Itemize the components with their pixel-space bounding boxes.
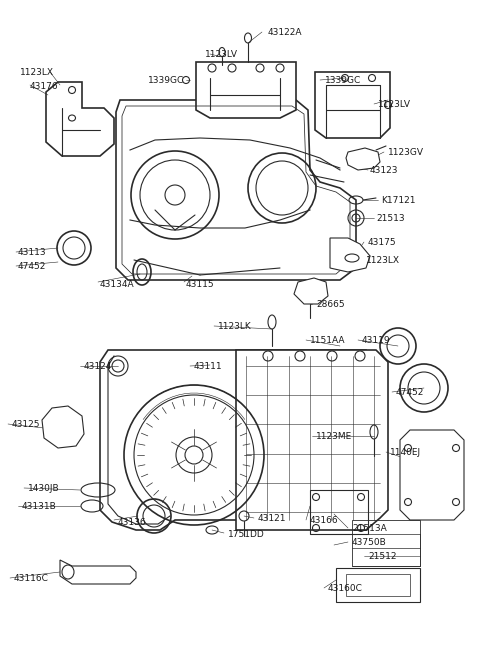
Text: 43116C: 43116C [14,574,49,583]
Polygon shape [315,72,390,138]
Text: 1123LV: 1123LV [378,100,411,109]
Text: 43111: 43111 [194,362,223,371]
Bar [352,520,420,566]
Text: 43136: 43136 [118,518,146,527]
Text: 43134A: 43134A [100,280,134,289]
Polygon shape [116,100,356,280]
Polygon shape [294,278,328,304]
Text: 1123LK: 1123LK [218,322,252,331]
Text: 43175: 43175 [368,238,396,247]
Text: 1123ME: 1123ME [316,432,352,441]
Text: 21513: 21513 [376,214,405,223]
Text: K17121: K17121 [381,196,416,205]
Bar [346,574,410,596]
Polygon shape [42,406,84,448]
Text: 1140EJ: 1140EJ [390,448,421,457]
Polygon shape [236,350,388,530]
Text: 43123: 43123 [370,166,398,175]
Text: 21513A: 21513A [352,524,387,533]
Polygon shape [100,350,366,530]
Text: 43176: 43176 [30,82,59,91]
Text: 43160C: 43160C [328,584,363,593]
Text: 43124: 43124 [84,362,112,371]
Text: 1123LX: 1123LX [20,68,54,77]
Text: 43125: 43125 [12,420,40,429]
Text: 43113: 43113 [18,248,47,257]
Text: 1430JB: 1430JB [28,484,60,493]
Text: 21512: 21512 [368,552,396,561]
Text: 1151AA: 1151AA [310,336,346,345]
Text: 43121: 43121 [258,514,287,523]
Bar [336,568,420,602]
Polygon shape [400,430,464,520]
Text: 43166: 43166 [310,516,338,525]
Polygon shape [330,238,370,272]
Text: 47452: 47452 [18,262,47,271]
Text: 47452: 47452 [396,388,424,397]
Text: 1751DD: 1751DD [228,530,265,539]
Text: 43119: 43119 [362,336,391,345]
Polygon shape [196,62,296,118]
Text: 1123LX: 1123LX [366,256,400,265]
Text: 43131B: 43131B [22,502,57,511]
Text: 43115: 43115 [186,280,215,289]
Polygon shape [60,560,136,584]
Text: 1123LV: 1123LV [205,50,238,59]
Text: 1339GC: 1339GC [148,76,184,85]
Polygon shape [346,148,380,170]
Text: 43122A: 43122A [268,28,302,37]
Text: 1339GC: 1339GC [325,76,361,85]
Polygon shape [46,82,114,156]
Text: 43750B: 43750B [352,538,387,547]
Text: 1123GV: 1123GV [388,148,424,157]
Bar [310,490,368,534]
Text: 28665: 28665 [316,300,345,309]
